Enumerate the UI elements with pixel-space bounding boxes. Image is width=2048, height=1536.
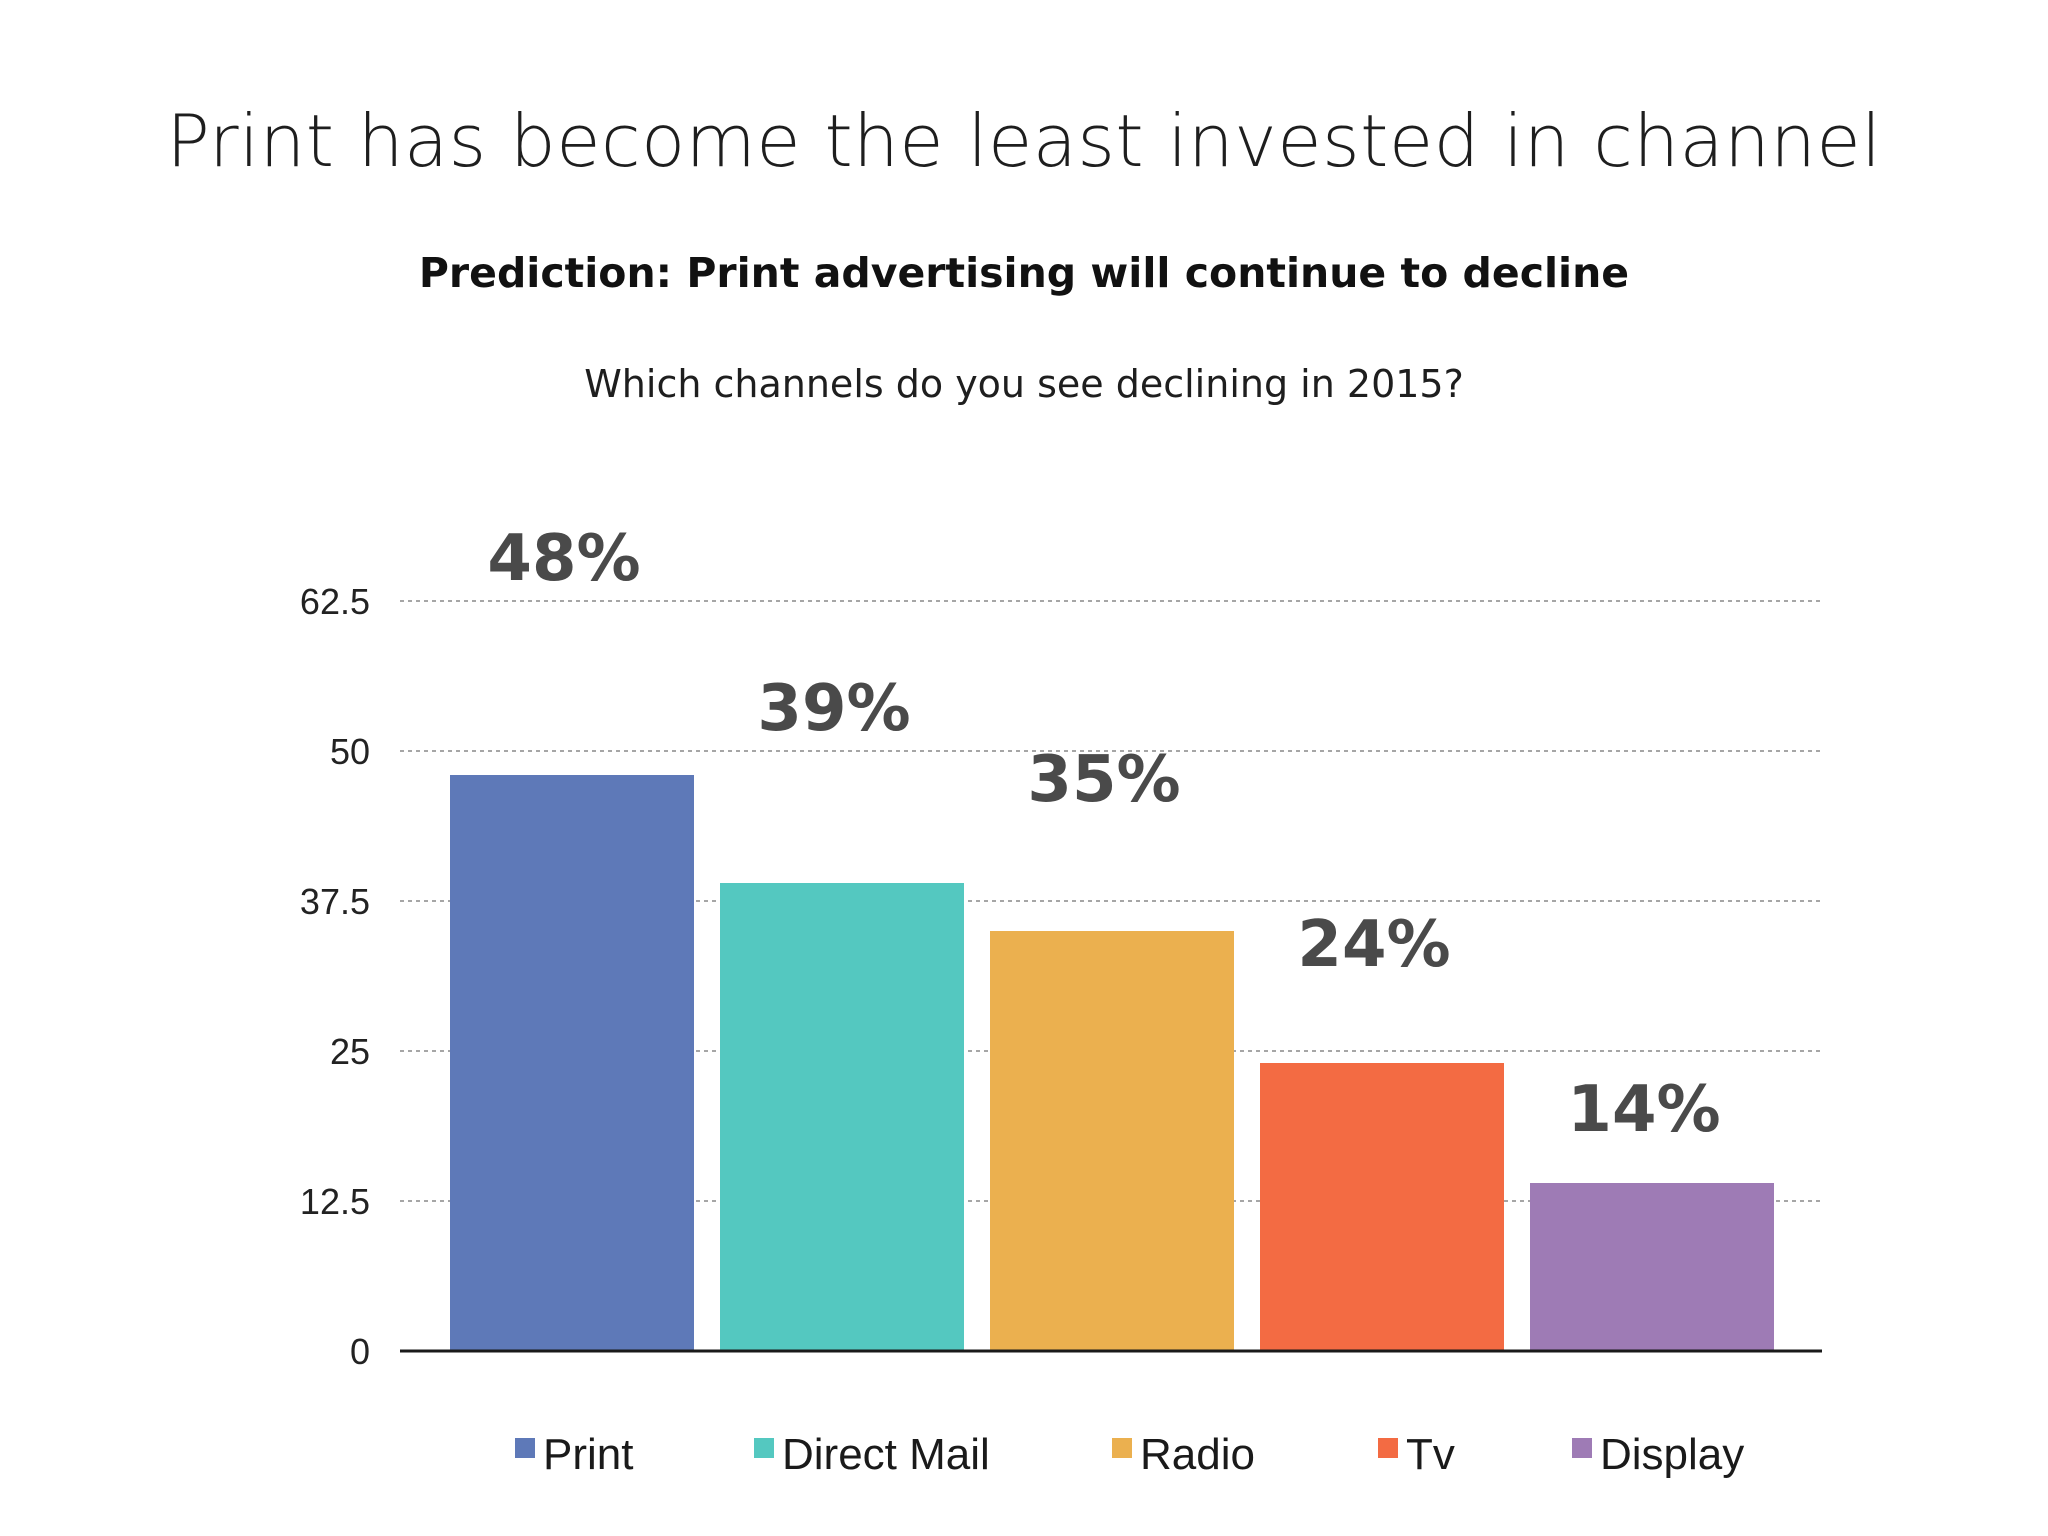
legend-swatch <box>754 1438 774 1458</box>
y-tick-label: 50 <box>330 731 370 772</box>
legend-swatch <box>1112 1438 1132 1458</box>
slide-title: Print has become the least invested in c… <box>166 99 1882 183</box>
bar-radio <box>990 931 1234 1351</box>
chart-question: Which channels do you see declining in 2… <box>584 362 1464 406</box>
legend-swatch <box>515 1438 535 1458</box>
y-tick-label: 62.5 <box>300 581 370 622</box>
slide-subtitle: Prediction: Print advertising will conti… <box>418 249 1630 297</box>
legend-label: Print <box>543 1430 634 1479</box>
data-label: 24% <box>1297 908 1450 982</box>
legend-swatch <box>1378 1438 1398 1458</box>
bar-print <box>450 775 694 1351</box>
y-tick-label: 25 <box>330 1031 370 1072</box>
data-label: 48% <box>487 522 640 596</box>
legend-item: Tv <box>1378 1425 1455 1485</box>
bar-tv <box>1260 1063 1504 1351</box>
legend-item: Display <box>1572 1425 1744 1485</box>
legend-item: Radio <box>1112 1425 1255 1485</box>
data-label: 39% <box>757 672 910 746</box>
bar-display <box>1530 1183 1774 1351</box>
chart-legend: Print Direct Mail Radio Tv Display <box>0 1425 2048 1485</box>
data-label: 35% <box>1027 743 1180 817</box>
legend-label: Radio <box>1140 1430 1255 1479</box>
legend-label: Tv <box>1406 1430 1455 1479</box>
y-tick-label: 37.5 <box>300 881 370 922</box>
legend-swatch <box>1572 1438 1592 1458</box>
legend-label: Display <box>1600 1430 1745 1479</box>
y-tick-label: 0 <box>350 1331 370 1372</box>
legend-label: Direct Mail <box>782 1430 990 1479</box>
data-label: 14% <box>1567 1073 1720 1147</box>
legend-item: Direct Mail <box>754 1425 990 1485</box>
bar-direct-mail <box>720 883 964 1351</box>
legend-item: Print <box>515 1425 633 1485</box>
y-tick-label: 12.5 <box>300 1181 370 1222</box>
